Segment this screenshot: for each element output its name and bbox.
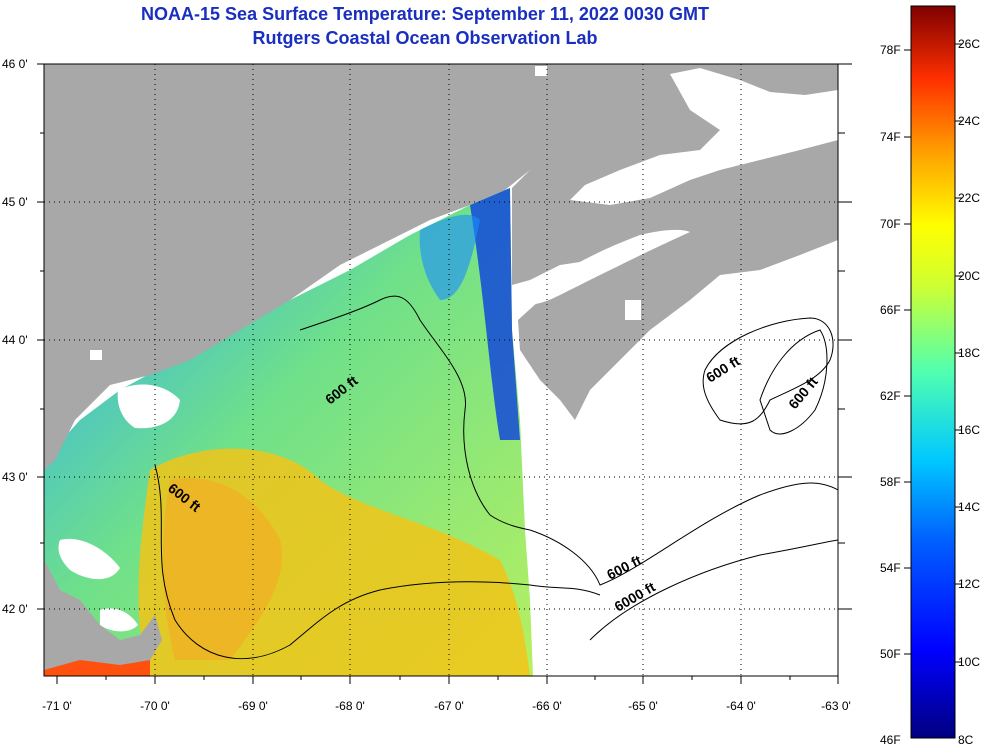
colorbar-f-label: 50F — [880, 647, 901, 661]
colorbar-ticks — [904, 43, 962, 663]
cloud-patch — [117, 384, 180, 429]
colorbar-c-label: 14C — [958, 500, 980, 514]
title-line-1: NOAA-15 Sea Surface Temperature: Septemb… — [141, 4, 709, 24]
colorbar-c-label: 24C — [958, 114, 980, 128]
lat-label: 42 0' — [2, 602, 28, 616]
lat-label: 45 0' — [2, 195, 28, 209]
title-line-2: Rutgers Coastal Ocean Observation Lab — [252, 28, 598, 48]
colorbar-f-label: 78F — [880, 43, 901, 57]
map-content — [44, 64, 838, 676]
lon-label: -69 0' — [238, 699, 268, 713]
colorbar-f-label: 54F — [880, 561, 901, 575]
land-canadian-maritimes — [512, 64, 838, 420]
colorbar-f-label: 66F — [880, 303, 901, 317]
lake — [625, 300, 641, 320]
sst-cool-patch — [419, 214, 480, 300]
colorbar-c-label: 22C — [958, 191, 980, 205]
lon-label: -67 0' — [434, 699, 464, 713]
land-cape-breton — [760, 148, 838, 240]
colorbar-c-label: 10C — [958, 655, 980, 669]
land-cape-cod — [44, 560, 162, 670]
colorbar-c-label: 18C — [958, 346, 980, 360]
colorbar-c-label: 20C — [958, 269, 980, 283]
land-new-england — [44, 64, 530, 470]
bay-of-fundy — [520, 229, 690, 305]
colorbar — [910, 5, 956, 739]
lon-label: -65 0' — [628, 699, 658, 713]
map-frame — [43, 63, 839, 677]
bathymetry-contours — [154, 295, 838, 660]
lon-label: -64 0' — [726, 699, 756, 713]
lon-label: -68 0' — [335, 699, 365, 713]
colorbar-f-label: 70F — [880, 217, 901, 231]
lat-label: 44 0' — [2, 333, 28, 347]
lat-label: 43 0' — [2, 470, 28, 484]
lon-label: -70 0' — [140, 699, 170, 713]
lon-label: -63 0' — [821, 699, 851, 713]
colorbar-f-label: 46F — [880, 733, 901, 747]
cloud-patch — [100, 608, 138, 632]
colorbar-c-label: 8C — [958, 733, 974, 747]
colorbar-f-label: 58F — [880, 475, 901, 489]
cloud-patch — [58, 538, 120, 580]
sst-cold-band — [470, 188, 520, 440]
colorbar-c-label: 26C — [958, 37, 980, 51]
colorbar-f-label: 74F — [880, 130, 901, 144]
lat-ticks — [37, 63, 852, 610]
lon-label: -66 0' — [532, 699, 562, 713]
colorbar-f-label: 62F — [880, 389, 901, 403]
lake — [90, 350, 102, 360]
colorbar-c-label: 12C — [958, 577, 980, 591]
colorbar-c-label: 16C — [958, 423, 980, 437]
lon-ticks — [56, 676, 839, 684]
lake — [535, 66, 547, 76]
graticule — [44, 64, 838, 676]
lon-label: -71 0' — [42, 699, 72, 713]
sst-warmer-patch — [163, 478, 282, 660]
lat-label: 46 0' — [2, 57, 28, 71]
